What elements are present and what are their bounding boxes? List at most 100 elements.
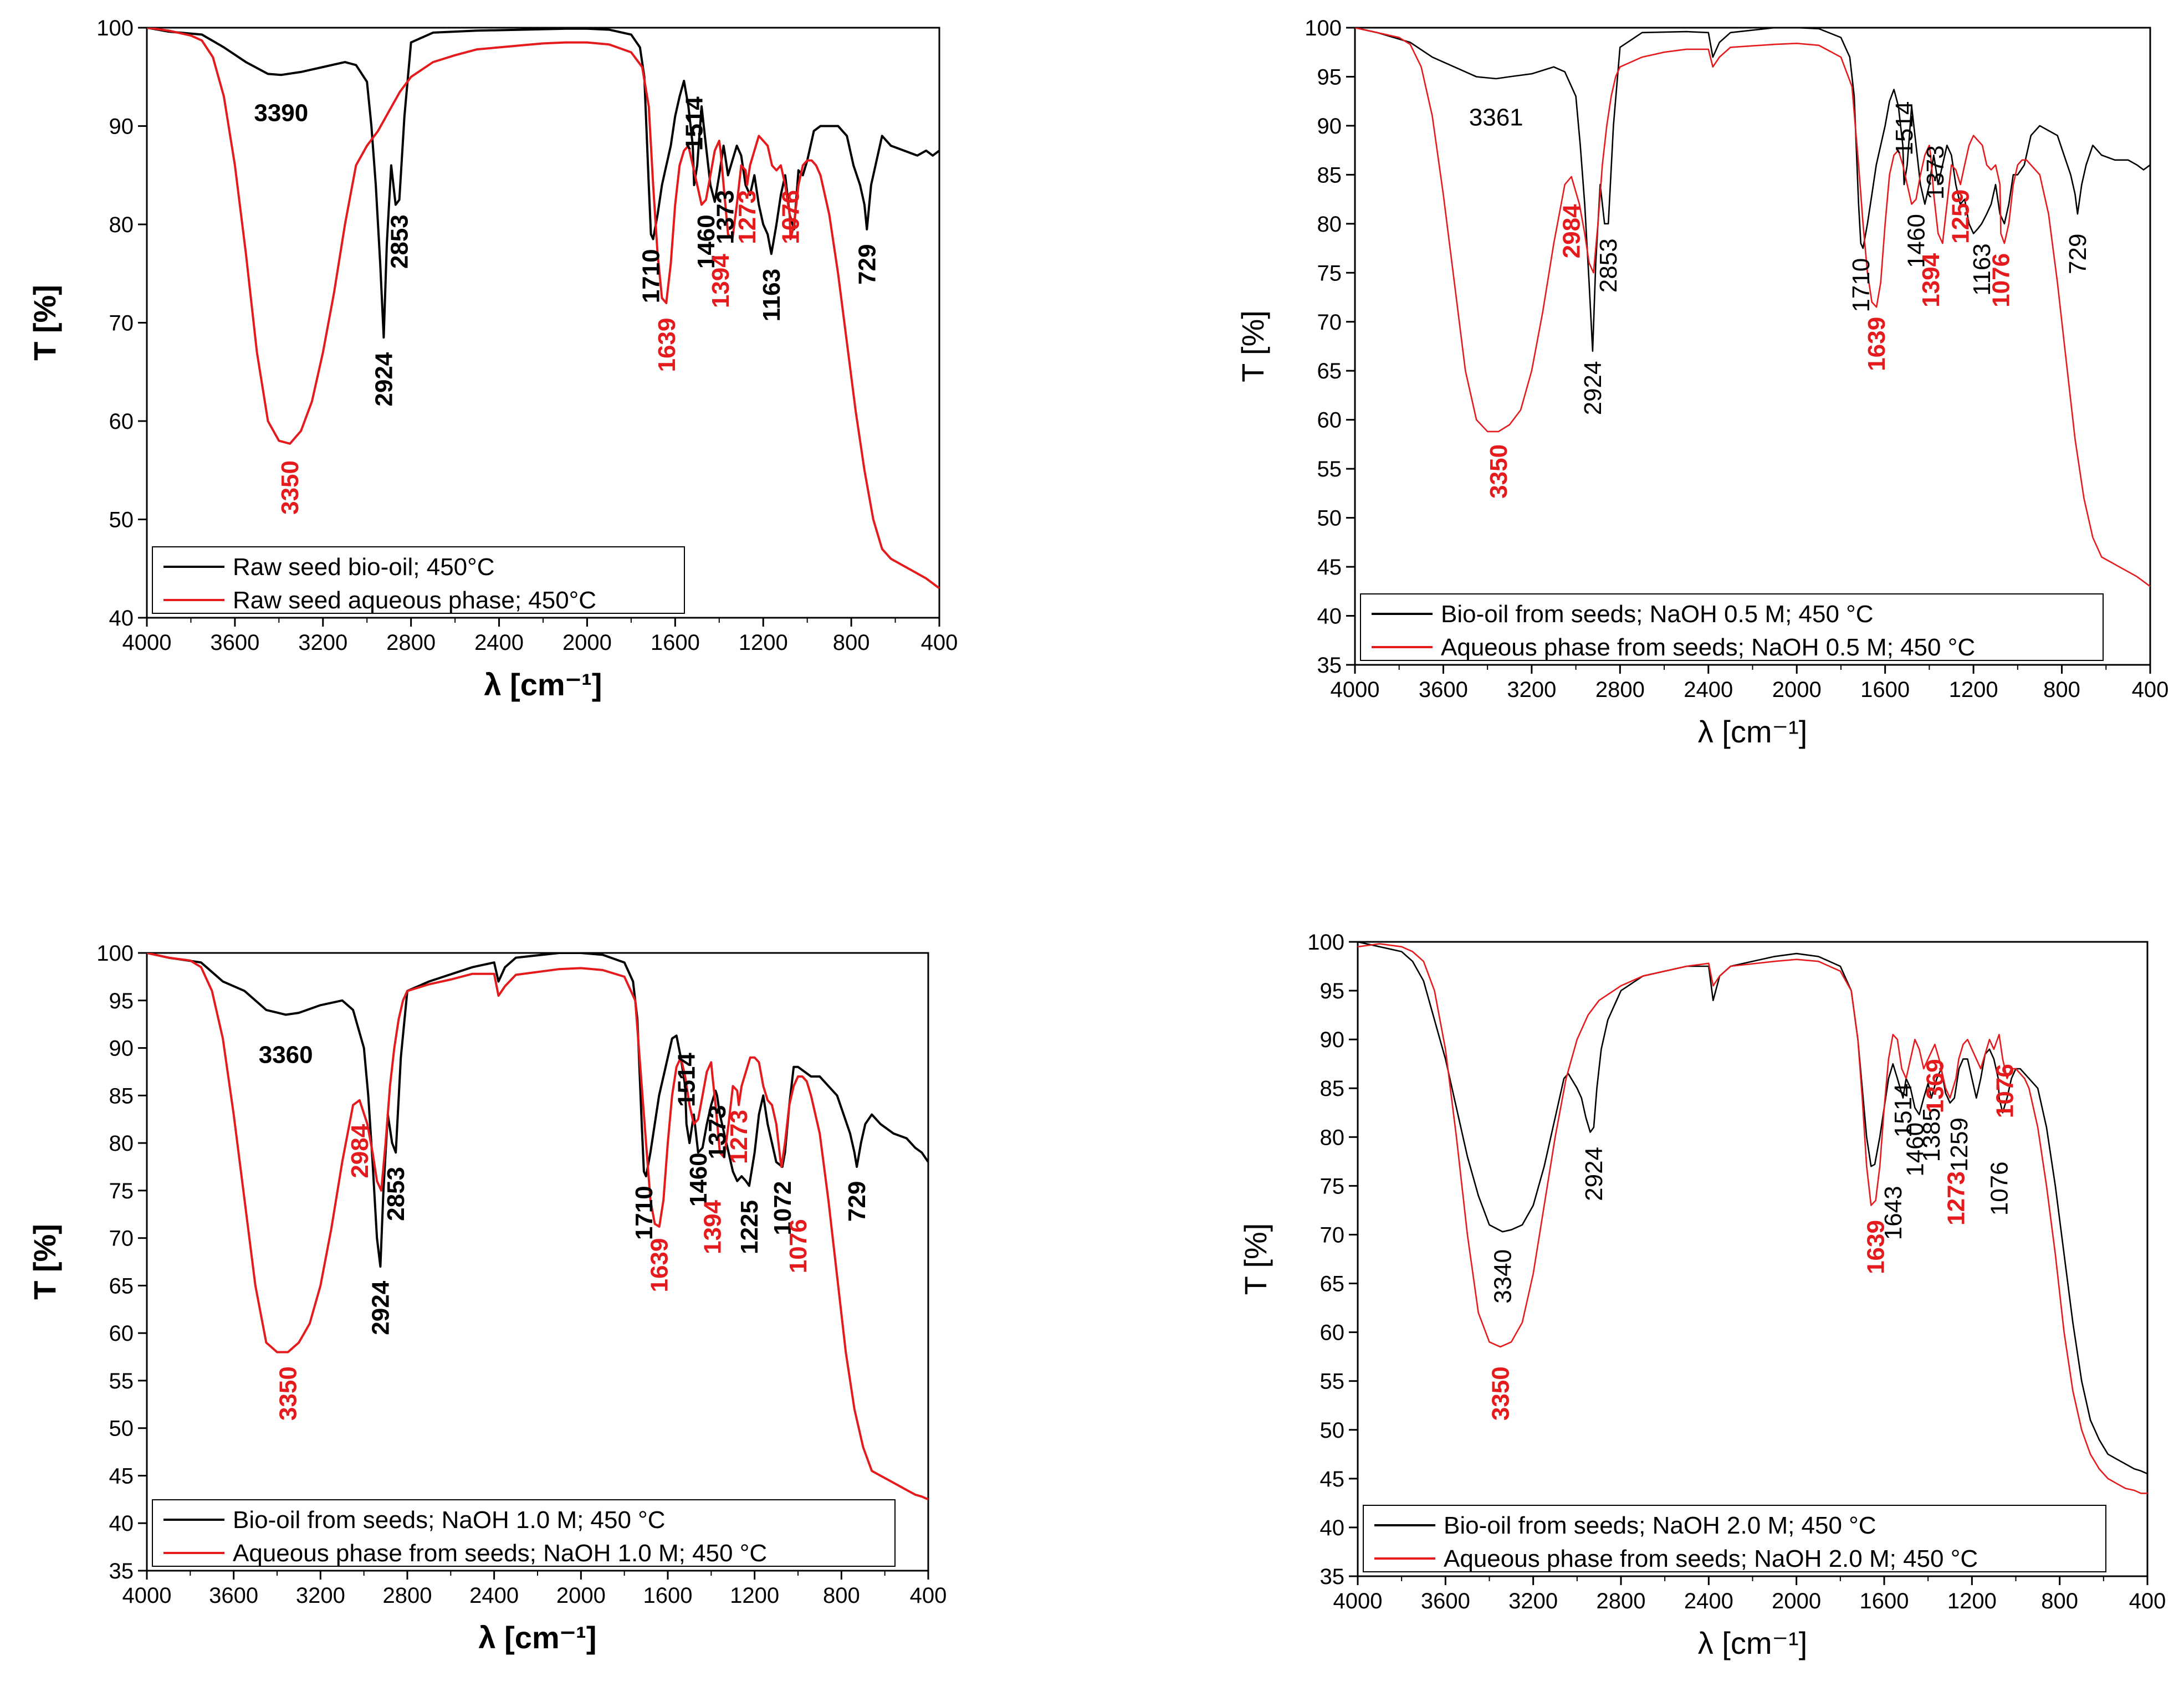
x-tick-label: 2000 bbox=[1772, 678, 1822, 702]
y-tick-label: 85 bbox=[1317, 163, 1342, 187]
peak-label: 2853 bbox=[386, 214, 413, 269]
x-tick-label: 400 bbox=[2132, 678, 2169, 702]
chart-panel-1: 4000 3600 3200 2800 2400 2000 1600 1200 800 400 40… bbox=[27, 16, 958, 702]
series-line-aqueous-phase bbox=[1355, 28, 2150, 587]
peak-label: 1385 bbox=[1918, 1108, 1945, 1162]
peak-label: 3350 bbox=[1485, 444, 1512, 499]
x-tick-label: 1600 bbox=[643, 1583, 693, 1608]
chart-panel-3: 4000 3600 3200 2800 2400 2000 1600 1200 800 400 35… bbox=[27, 941, 947, 1655]
peak-label: 1259 bbox=[1947, 189, 1975, 244]
x-axis-label: λ [cm⁻¹] bbox=[1698, 1626, 1808, 1660]
chart-panel-2: 4000 3600 3200 2800 2400 2000 1600 1200 800 400 35… bbox=[1235, 16, 2168, 749]
peak-label: 3350 bbox=[275, 1366, 302, 1421]
plot-frame bbox=[1357, 941, 2149, 1577]
y-tick-label: 70 bbox=[1320, 1223, 1345, 1247]
y-tick-label: 70 bbox=[1317, 310, 1342, 335]
series-line-bio-oil bbox=[1355, 28, 2150, 352]
y-tick-label: 75 bbox=[1317, 261, 1342, 285]
x-tick-label: 1200 bbox=[1947, 1589, 1997, 1613]
x-tick-label: 2000 bbox=[556, 1583, 606, 1608]
y-tick-label: 55 bbox=[109, 1369, 134, 1393]
x-tick-label: 3600 bbox=[1421, 1589, 1470, 1613]
x-tick-label: 2400 bbox=[1684, 678, 1733, 702]
peak-label: 1710 bbox=[631, 1186, 658, 1240]
x-tick-label: 4000 bbox=[122, 630, 172, 655]
x-tick-label: 400 bbox=[921, 630, 958, 655]
legend: Bio-oil from seeds; NaOH 1.0 M; 450 °C Aq… bbox=[152, 1499, 896, 1567]
y-tick-label: 95 bbox=[109, 989, 134, 1013]
peak-label: 1076 bbox=[1986, 1161, 2013, 1216]
y-tick-label: 80 bbox=[109, 213, 134, 237]
x-tick-label: 2400 bbox=[469, 1583, 519, 1608]
x-tick-label: 400 bbox=[910, 1583, 947, 1608]
y-tick-label: 55 bbox=[1317, 457, 1342, 481]
y-tick-label: 40 bbox=[109, 606, 134, 630]
x-tick-label: 800 bbox=[2041, 1589, 2078, 1613]
peak-label: 2853 bbox=[382, 1167, 410, 1221]
peak-label: 1394 bbox=[1917, 253, 1945, 307]
peak-label: 1076 bbox=[1992, 1064, 2019, 1118]
y-tick-label: 40 bbox=[1317, 604, 1342, 629]
legend-box bbox=[152, 546, 685, 614]
legend-box bbox=[1363, 1505, 2106, 1572]
legend-entry: Bio-oil from seeds; NaOH 1.0 M; 450 °C bbox=[233, 1506, 666, 1534]
x-tick-label: 2800 bbox=[386, 630, 436, 655]
legend-box bbox=[152, 1499, 896, 1567]
legend-entry: Raw seed bio-oil; 450°C bbox=[233, 553, 495, 581]
y-tick-label: 80 bbox=[109, 1131, 134, 1156]
peak-label: 1639 bbox=[646, 1238, 673, 1293]
peak-label: 1460 bbox=[1902, 214, 1930, 268]
x-tick-label: 3200 bbox=[298, 630, 347, 655]
peak-label: 3360 bbox=[259, 1041, 313, 1068]
peak-label: 1373 bbox=[704, 1105, 731, 1159]
peak-label: 729 bbox=[2064, 234, 2091, 274]
peak-label: 1076 bbox=[777, 190, 804, 244]
x-tick-label: 1200 bbox=[730, 1583, 779, 1608]
peak-label: 1373 bbox=[1922, 145, 1949, 199]
y-tick-label: 50 bbox=[109, 1417, 134, 1441]
peak-label: 2924 bbox=[1581, 1147, 1608, 1201]
series-line-bio-oil bbox=[1358, 942, 2147, 1475]
y-tick-label: 100 bbox=[1305, 16, 1342, 40]
x-tick-label: 3200 bbox=[296, 1583, 345, 1608]
y-tick-label: 95 bbox=[1317, 65, 1342, 89]
series-line-aqueous-phase bbox=[147, 953, 928, 1501]
legend: Bio-oil from seeds; NaOH 2.0 M; 450 °C Aq… bbox=[1363, 1505, 2106, 1572]
x-tick-label: 3200 bbox=[1508, 1589, 1558, 1613]
legend-box bbox=[1360, 593, 2104, 661]
peak-label: 1273 bbox=[734, 190, 761, 244]
x-tick-label: 2800 bbox=[1595, 678, 1645, 702]
y-tick-label: 80 bbox=[1317, 212, 1342, 237]
legend: Raw seed bio-oil; 450°C Raw seed aqueous … bbox=[152, 546, 685, 614]
x-axis-label: λ [cm⁻¹] bbox=[1698, 714, 1808, 749]
y-tick-label: 55 bbox=[1320, 1370, 1345, 1394]
x-tick-label: 1200 bbox=[739, 630, 788, 655]
y-tick-label: 45 bbox=[109, 1464, 134, 1488]
y-tick-label: 70 bbox=[109, 311, 134, 336]
y-tick-label: 35 bbox=[109, 1559, 134, 1583]
x-tick-label: 800 bbox=[823, 1583, 860, 1608]
x-tick-label: 4000 bbox=[1333, 1589, 1383, 1613]
x-tick-label: 4000 bbox=[1331, 678, 1380, 702]
peak-label: 2924 bbox=[367, 1280, 394, 1335]
peak-label: 1163 bbox=[1968, 243, 1996, 296]
y-tick-label: 60 bbox=[109, 1321, 134, 1346]
x-tick-label: 4000 bbox=[122, 1583, 172, 1608]
peak-label: 1163 bbox=[758, 269, 785, 321]
y-tick-label: 80 bbox=[1320, 1125, 1345, 1150]
peak-label: 1514 bbox=[673, 1053, 700, 1107]
peak-label: 1076 bbox=[785, 1219, 812, 1273]
x-tick-label: 2000 bbox=[562, 630, 612, 655]
peak-label: 1639 bbox=[1863, 317, 1890, 371]
x-tick-label: 800 bbox=[2043, 678, 2080, 702]
y-tick-label: 100 bbox=[1307, 930, 1344, 955]
y-tick-label: 60 bbox=[109, 409, 134, 434]
y-tick-label: 70 bbox=[109, 1227, 134, 1251]
x-tick-label: 1200 bbox=[1949, 678, 1998, 702]
y-tick-label: 100 bbox=[96, 16, 134, 40]
x-axis-label: λ [cm⁻¹] bbox=[478, 1620, 596, 1655]
y-tick-label: 35 bbox=[1317, 653, 1342, 678]
peak-label: 1514 bbox=[1891, 101, 1918, 156]
y-tick-label: 65 bbox=[1320, 1272, 1345, 1296]
